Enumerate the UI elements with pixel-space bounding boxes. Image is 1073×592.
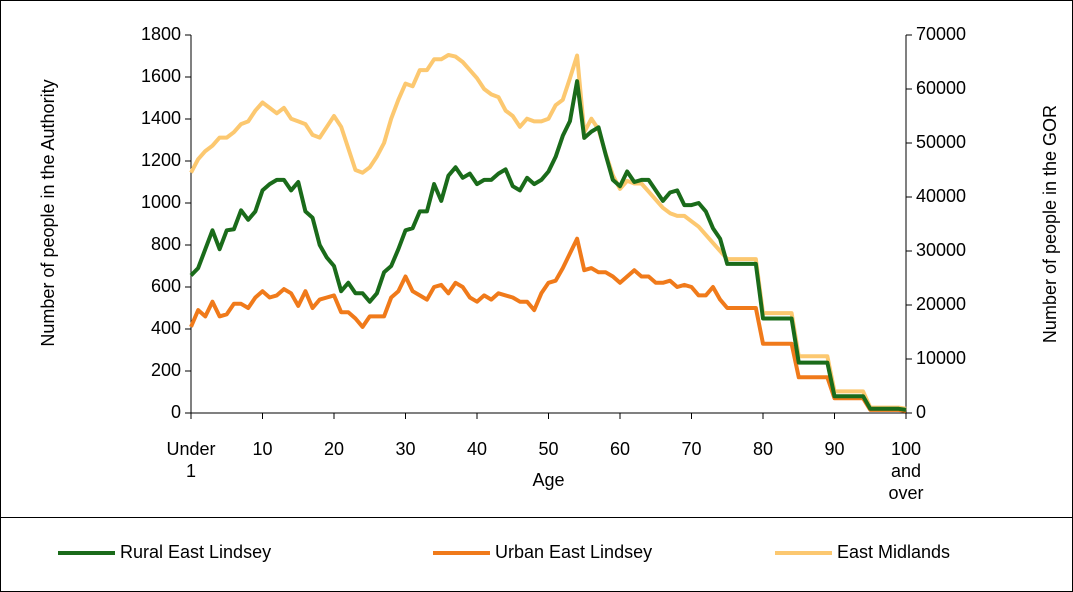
y2-tick-label: 20000 bbox=[916, 294, 966, 314]
y2-tick-label: 70000 bbox=[916, 24, 966, 44]
y-tick-label: 1800 bbox=[141, 24, 181, 44]
x-tick-label: 30 bbox=[395, 439, 416, 459]
x-tick-label: 60 bbox=[609, 439, 631, 459]
y-tick-label: 1200 bbox=[141, 150, 181, 170]
y-tick-label: 1400 bbox=[141, 108, 181, 128]
series-line bbox=[189, 236, 907, 413]
y-axis-title: Number of people in the Authority bbox=[38, 79, 58, 347]
x-tick-label: Under 1 bbox=[166, 439, 216, 481]
y2-tick-label: 0 bbox=[916, 402, 926, 422]
y-tick-label: 400 bbox=[151, 318, 181, 338]
x-tick-label: 50 bbox=[538, 439, 559, 459]
x-tick-label: 100 and over bbox=[888, 439, 924, 503]
x-axis-title: Age bbox=[532, 470, 565, 490]
legend-label: Rural East Lindsey bbox=[120, 542, 271, 562]
y-tick-label: 600 bbox=[151, 276, 181, 296]
y-tick-label: 1600 bbox=[141, 66, 181, 86]
y2-tick-label: 30000 bbox=[916, 240, 966, 260]
series-line bbox=[189, 79, 907, 412]
series-line bbox=[189, 52, 907, 411]
y-tick-label: 0 bbox=[171, 402, 181, 422]
y-tick-label: 200 bbox=[151, 360, 181, 380]
legend-label: Urban East Lindsey bbox=[495, 542, 652, 562]
y2-tick-label: 60000 bbox=[916, 78, 966, 98]
y-tick-label: 1000 bbox=[141, 192, 181, 212]
y2-tick-label: 40000 bbox=[916, 186, 966, 206]
x-tick-label: 20 bbox=[323, 439, 345, 459]
x-tick-label: 40 bbox=[466, 439, 488, 459]
y-tick-label: 800 bbox=[151, 234, 181, 254]
y2-tick-label: 10000 bbox=[916, 348, 966, 368]
y2-tick-label: 50000 bbox=[916, 132, 966, 152]
y2-axis-title: Number of people in the GOR bbox=[1040, 104, 1060, 344]
x-tick-label: 10 bbox=[252, 439, 273, 459]
x-tick-label: 90 bbox=[824, 439, 845, 459]
x-tick-label: 80 bbox=[752, 439, 774, 459]
x-tick-label: 70 bbox=[681, 439, 702, 459]
legend-label: East Midlands bbox=[837, 542, 950, 562]
